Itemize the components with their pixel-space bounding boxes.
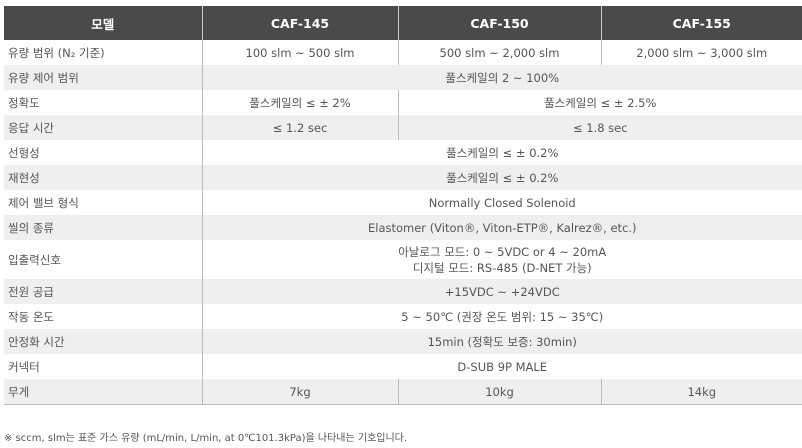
- table-row: 유량 제어 범위 풀스케일의 2 ~ 100%: [4, 65, 802, 90]
- row-label: 선형성: [8, 145, 40, 160]
- header-model: 모델: [4, 6, 202, 40]
- table-row: 제어 밸브 형식 Normally Closed Solenoid: [4, 190, 802, 215]
- spec-table: 모델 CAF-145 CAF-150 CAF-155 유량 범위 (N₂ 기준)…: [4, 6, 802, 405]
- cell: ≤ 1.2 sec: [201, 115, 398, 140]
- cell: +15VDC ~ +24VDC: [201, 279, 802, 304]
- cell: 풀스케일의 ≤ ± 2%: [201, 90, 398, 115]
- cell: 5 ~ 50℃ (권장 온도 범위: 15 ~ 35℃): [201, 304, 802, 329]
- table-row: 무게 7kg 10kg 14kg: [4, 379, 802, 405]
- header-caf150: CAF-150: [397, 6, 601, 40]
- cell: 아날로그 모드: 0 ~ 5VDC or 4 ~ 20mA 디지털 모드: RS-…: [201, 240, 802, 279]
- cell: 15min (정확도 보증: 30min): [201, 329, 802, 354]
- table-row: 재현성 풀스케일의 ≤ ± 0.2%: [4, 165, 802, 190]
- header-row: 모델 CAF-145 CAF-150 CAF-155: [4, 6, 802, 40]
- row-label: 안정화 시간: [4, 329, 202, 354]
- header-caf155: CAF-155: [600, 6, 802, 40]
- row-label: 커넥터: [8, 359, 40, 374]
- table-row: 응답 시간 ≤ 1.2 sec ≤ 1.8 sec: [4, 115, 802, 140]
- row-label: 유량 범위 (N₂ 기준): [8, 45, 105, 60]
- cell: 풀스케일의 ≤ ± 0.2%: [201, 165, 802, 190]
- cell: ≤ 1.8 sec: [397, 115, 802, 140]
- table-row: 전원 공급 +15VDC ~ +24VDC: [4, 279, 802, 304]
- row-label: 전원 공급: [4, 279, 202, 304]
- row-label: 제어 밸브 형식: [8, 195, 79, 210]
- cell: 7kg: [201, 379, 398, 405]
- cell: 500 slm ~ 2,000 slm: [397, 40, 601, 65]
- row-label: 입출력신호: [8, 252, 61, 267]
- cell: 풀스케일의 ≤ ± 2.5%: [397, 90, 802, 115]
- cell: D-SUB 9P MALE: [201, 354, 802, 379]
- cell: Elastomer (Viton®, Viton-ETP®, Kalrez®, …: [201, 215, 802, 240]
- table-row: 씰의 종류 Elastomer (Viton®, Viton-ETP®, Kalr…: [4, 215, 802, 240]
- row-label: 씰의 종류: [4, 215, 202, 240]
- io-digital: 디지털 모드: RS-485 (D-NET 가능): [412, 260, 592, 275]
- table-row: 유량 범위 (N₂ 기준) 100 slm ~ 500 slm 500 slm ~ …: [4, 40, 802, 65]
- cell: 2,000 slm ~ 3,000 slm: [600, 40, 802, 65]
- table-row: 선형성 풀스케일의 ≤ ± 0.2%: [4, 140, 802, 165]
- row-label: 정확도: [8, 95, 40, 110]
- row-label: 유량 제어 범위: [4, 65, 202, 90]
- header-caf145: CAF-145: [201, 6, 398, 40]
- cell: 10kg: [397, 379, 601, 405]
- cell: Normally Closed Solenoid: [201, 190, 802, 215]
- cell: 풀스케일의 2 ~ 100%: [201, 65, 802, 90]
- footnote: ※ sccm, slm는 표준 가스 유량 (mL/min, L/min, at…: [4, 433, 408, 444]
- table-row: 정확도 풀스케일의 ≤ ± 2% 풀스케일의 ≤ ± 2.5%: [4, 90, 802, 115]
- row-label: 작동 온도: [8, 309, 54, 324]
- row-label: 재현성: [4, 165, 202, 190]
- cell: 14kg: [600, 379, 802, 405]
- table-row: 작동 온도 5 ~ 50℃ (권장 온도 범위: 15 ~ 35℃): [4, 304, 802, 329]
- cell: 풀스케일의 ≤ ± 0.2%: [201, 140, 802, 165]
- table-row: 입출력신호 아날로그 모드: 0 ~ 5VDC or 4 ~ 20mA 디지털 모드…: [4, 240, 802, 279]
- io-analog: 아날로그 모드: 0 ~ 5VDC or 4 ~ 20mA: [398, 244, 607, 259]
- row-label: 응답 시간: [4, 115, 202, 140]
- row-label: 무게: [4, 379, 202, 405]
- table-row: 커넥터 D-SUB 9P MALE: [4, 354, 802, 379]
- cell: 100 slm ~ 500 slm: [201, 40, 398, 65]
- table-row: 안정화 시간 15min (정확도 보증: 30min): [4, 329, 802, 354]
